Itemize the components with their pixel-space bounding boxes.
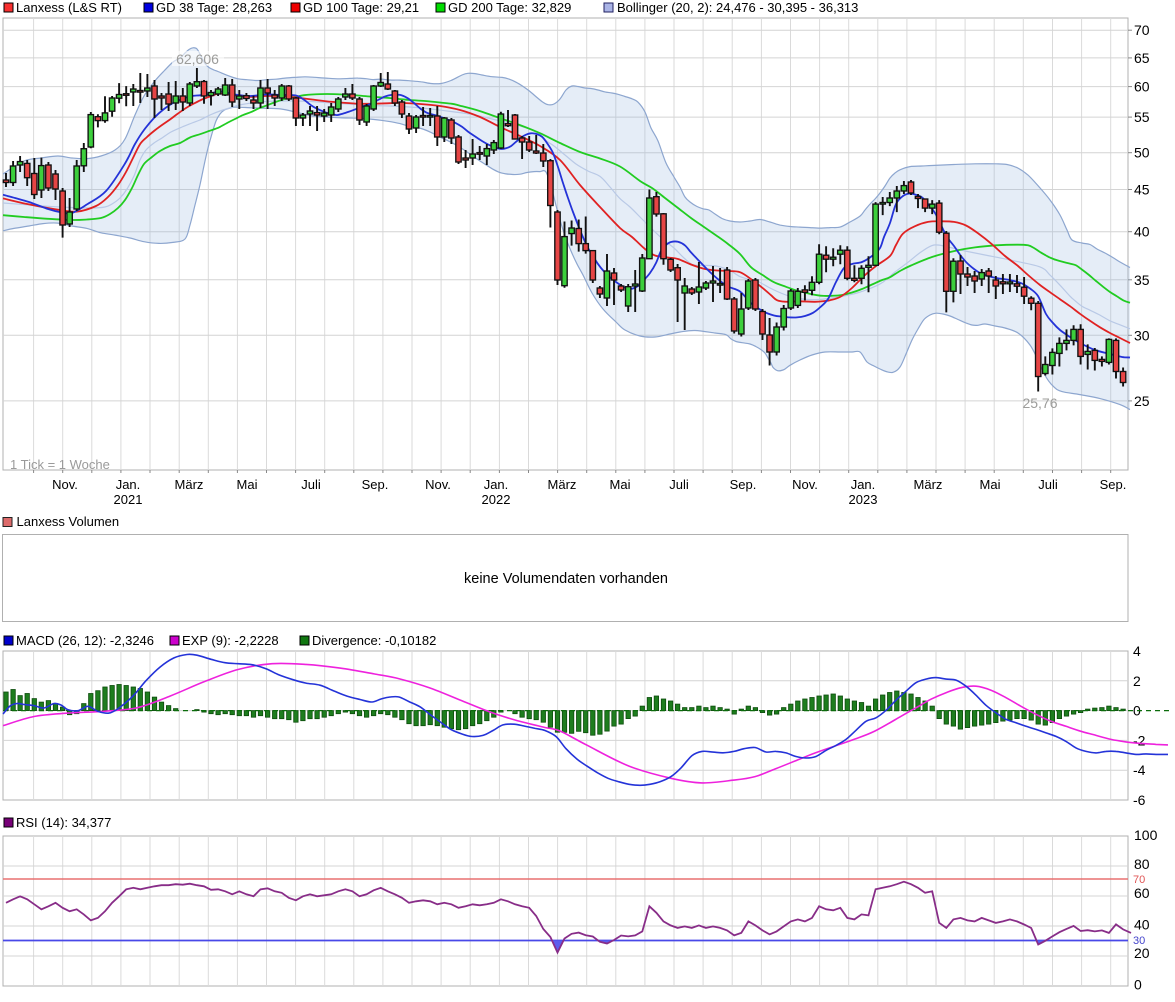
svg-text:2: 2: [1133, 673, 1141, 689]
svg-text:GD 200 Tage: 32,829: GD 200 Tage: 32,829: [448, 0, 571, 15]
svg-text:Nov.: Nov.: [52, 477, 78, 492]
svg-text:Juli: Juli: [669, 477, 689, 492]
svg-text:70: 70: [1133, 874, 1145, 886]
svg-text:GD 38 Tage: 28,263: GD 38 Tage: 28,263: [156, 0, 272, 15]
svg-text:30: 30: [1134, 327, 1150, 343]
svg-text:25,76: 25,76: [1022, 395, 1057, 411]
svg-text:keine Volumendaten vorhanden: keine Volumendaten vorhanden: [464, 571, 668, 587]
svg-text:20: 20: [1134, 945, 1150, 961]
svg-text:RSI (14): 34,377: RSI (14): 34,377: [16, 815, 111, 830]
svg-text:30: 30: [1133, 935, 1145, 947]
svg-text:Jan.: Jan.: [116, 477, 141, 492]
svg-text:März: März: [175, 477, 204, 492]
svg-text:25: 25: [1134, 393, 1150, 409]
svg-text:55: 55: [1134, 109, 1150, 125]
svg-text:Jan.: Jan.: [484, 477, 509, 492]
svg-text:Lanxess (L&S RT): Lanxess (L&S RT): [16, 0, 122, 15]
svg-text:Juli: Juli: [1038, 477, 1058, 492]
svg-text:2022: 2022: [482, 492, 511, 507]
svg-text:Mai: Mai: [980, 477, 1001, 492]
svg-text:-4: -4: [1133, 762, 1146, 778]
svg-text:Jan.: Jan.: [851, 477, 876, 492]
svg-text:45: 45: [1134, 182, 1150, 198]
svg-text:60: 60: [1134, 79, 1150, 95]
svg-text:Nov.: Nov.: [792, 477, 818, 492]
svg-text:Juli: Juli: [301, 477, 321, 492]
svg-text:März: März: [548, 477, 577, 492]
svg-text:EXP (9): -2,2228: EXP (9): -2,2228: [182, 633, 279, 648]
svg-text:Mai: Mai: [237, 477, 258, 492]
svg-text:40: 40: [1134, 916, 1150, 932]
svg-text:65: 65: [1134, 50, 1150, 66]
svg-text:Lanxess Volumen: Lanxess Volumen: [17, 514, 120, 529]
svg-text:35: 35: [1134, 272, 1150, 288]
svg-text:Nov.: Nov.: [425, 477, 451, 492]
svg-text:-6: -6: [1133, 792, 1146, 808]
svg-text:GD 100 Tage: 29,21: GD 100 Tage: 29,21: [303, 0, 419, 15]
svg-text:40: 40: [1134, 224, 1150, 240]
svg-text:Sep.: Sep.: [1100, 477, 1127, 492]
svg-text:0: 0: [1134, 977, 1142, 993]
svg-text:März: März: [914, 477, 943, 492]
svg-text:Divergence: -0,10182: Divergence: -0,10182: [312, 633, 436, 648]
svg-text:80: 80: [1134, 856, 1150, 872]
svg-text:Sep.: Sep.: [362, 477, 389, 492]
svg-text:Mai: Mai: [610, 477, 631, 492]
svg-text:2021: 2021: [114, 492, 143, 507]
svg-text:4: 4: [1133, 643, 1141, 659]
svg-text:70: 70: [1134, 22, 1150, 38]
svg-text:Bollinger (20, 2): 24,476 - 30: Bollinger (20, 2): 24,476 - 30,395 - 36,…: [617, 0, 858, 15]
svg-text:Sep.: Sep.: [730, 477, 757, 492]
svg-text:50: 50: [1134, 145, 1150, 161]
svg-text:2023: 2023: [849, 492, 878, 507]
svg-text:60: 60: [1134, 885, 1150, 901]
svg-text:1 Tick = 1 Woche: 1 Tick = 1 Woche: [10, 457, 110, 472]
svg-text:100: 100: [1134, 827, 1158, 843]
svg-text:62,606: 62,606: [176, 51, 219, 67]
svg-text:MACD (26, 12): -2,3246: MACD (26, 12): -2,3246: [16, 633, 154, 648]
svg-text:-2: -2: [1133, 732, 1146, 748]
